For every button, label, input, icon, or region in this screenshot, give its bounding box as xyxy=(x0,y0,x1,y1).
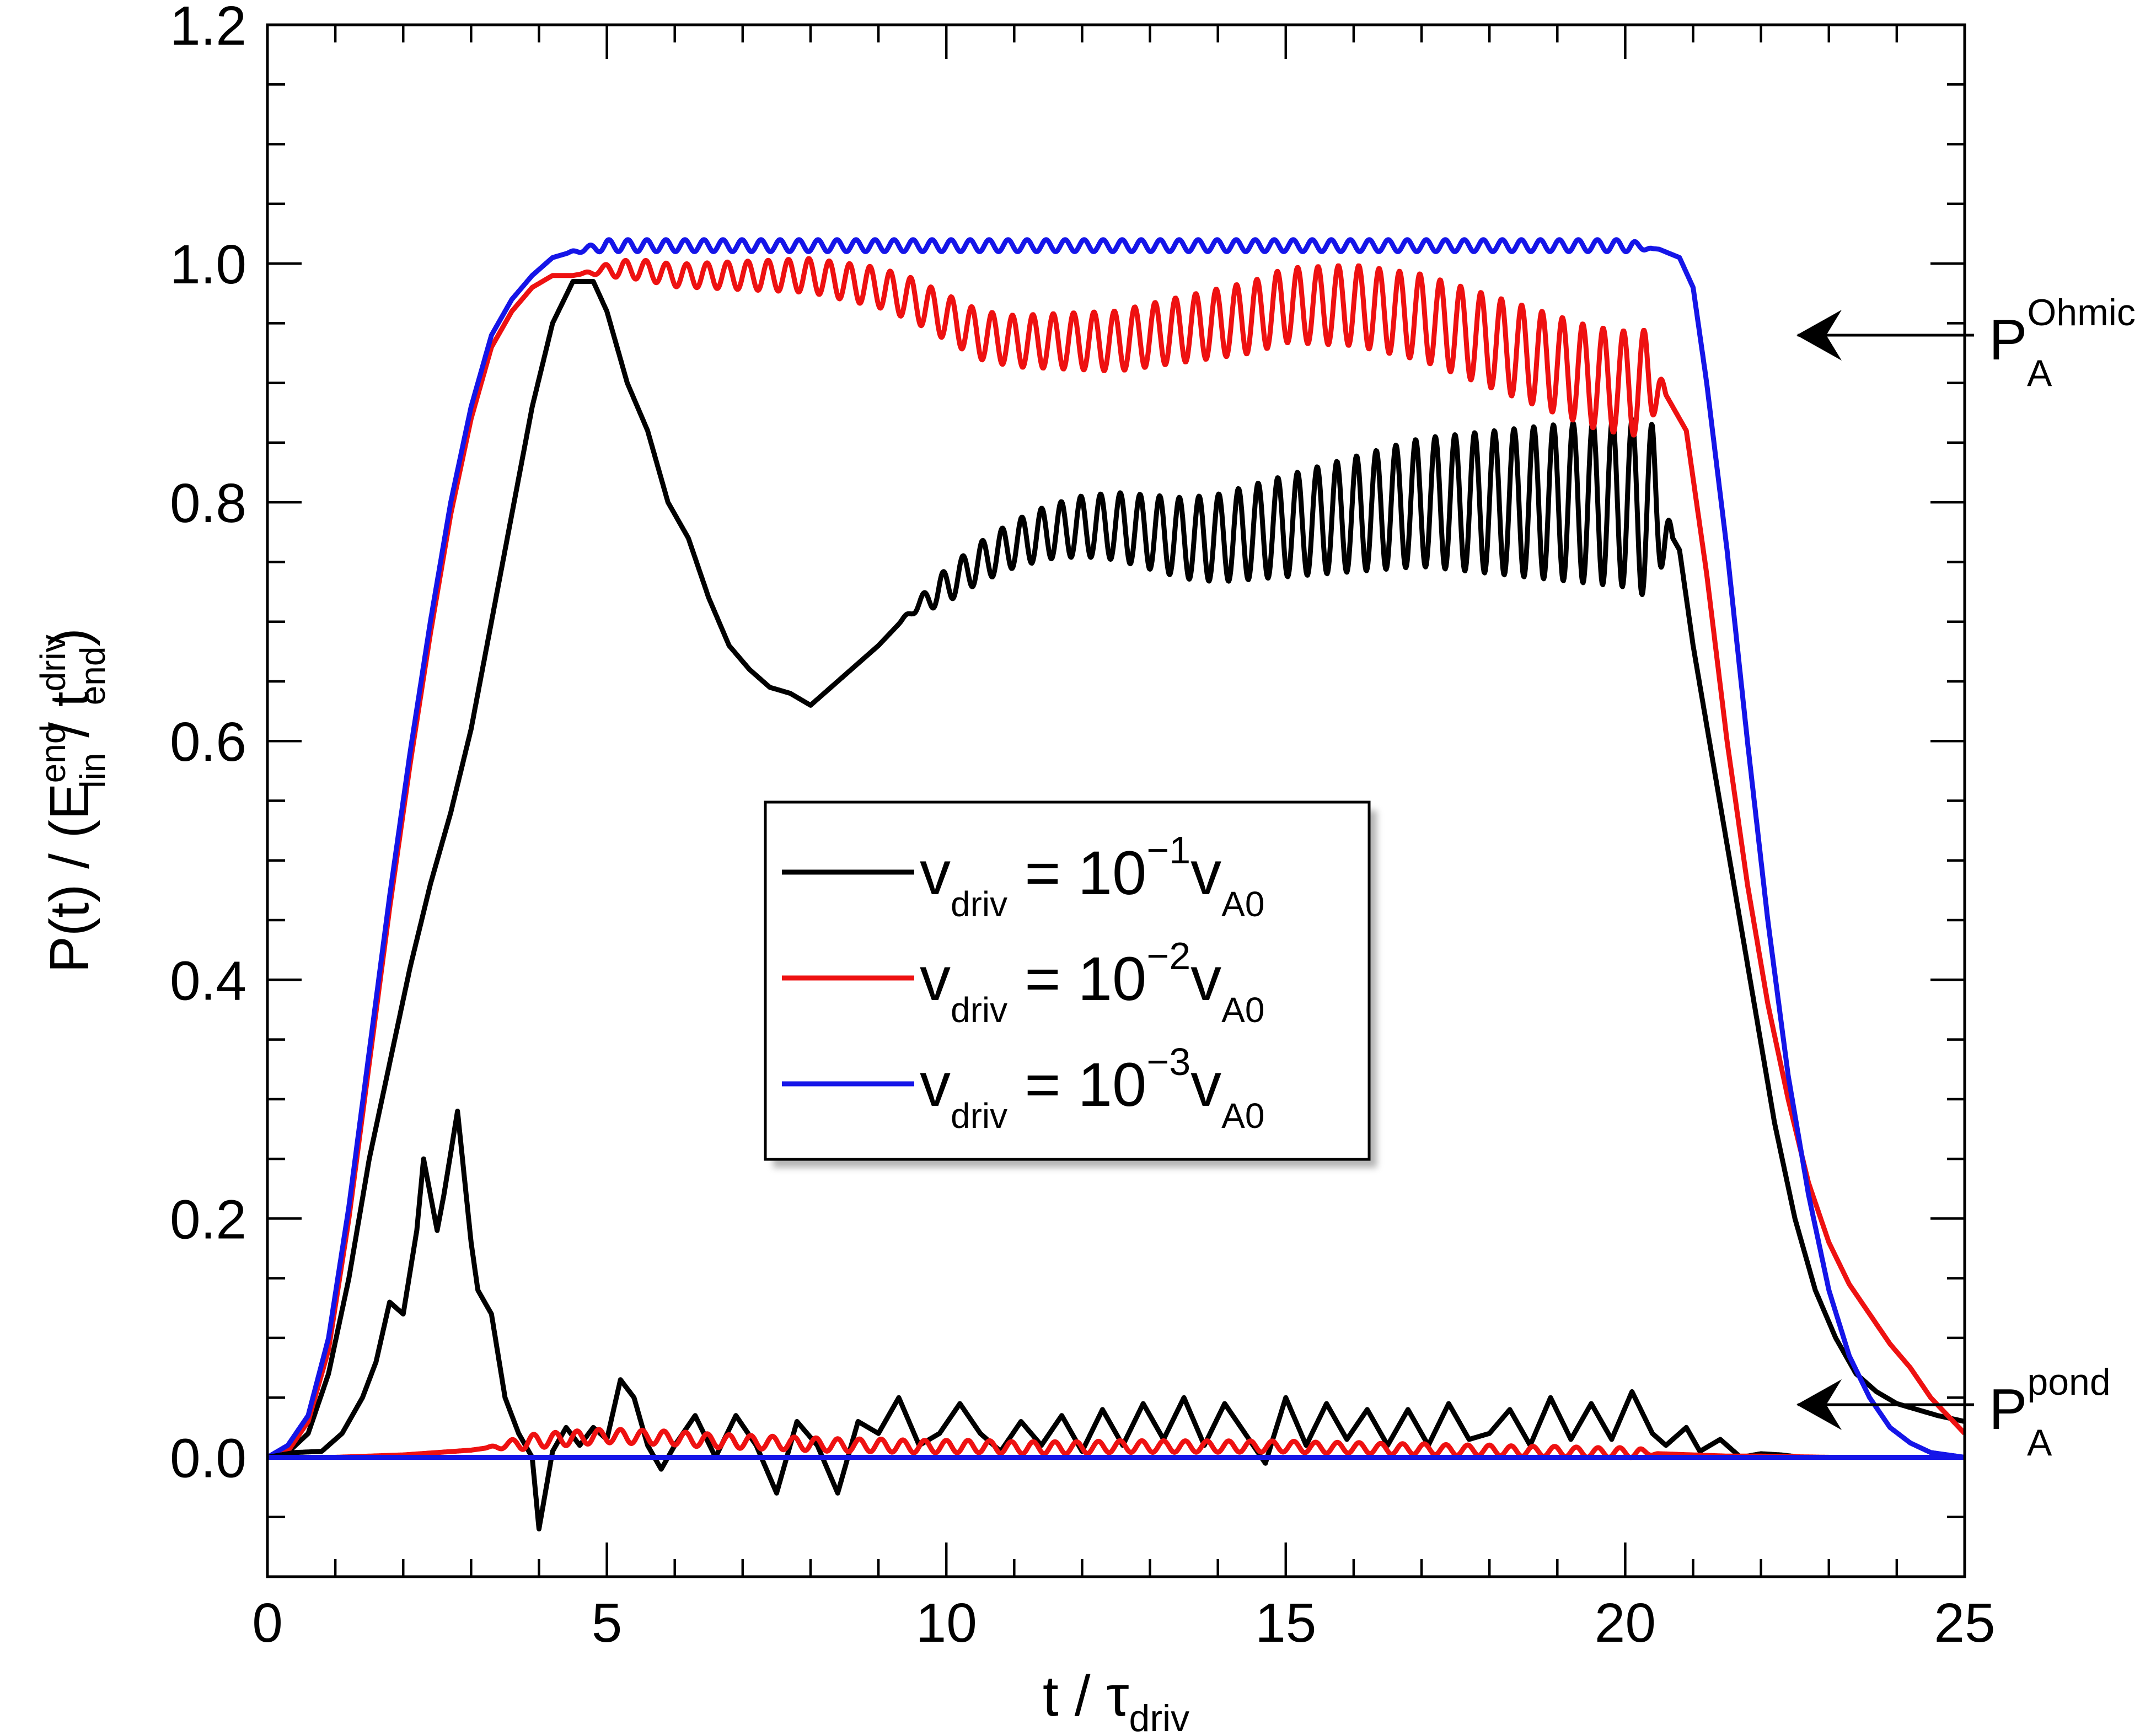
legend-label-part: −3 xyxy=(1146,1040,1190,1083)
plot-frame xyxy=(266,23,1966,1578)
y-label-p1-sup: end xyxy=(33,724,73,783)
annotation-pond: Ppond A xyxy=(1796,1361,2111,1464)
y-tick-label: 0.4 xyxy=(170,950,246,1012)
legend-label-part: v xyxy=(1190,839,1221,907)
legend-label-part: driv xyxy=(951,990,1007,1030)
x-tick-label: 20 xyxy=(1595,1592,1656,1654)
annotation-ohmic-text: P xyxy=(1989,308,2027,372)
legend-label-part: = 10 xyxy=(1007,944,1146,1013)
legend-label: vdriv = 10−1vA0 xyxy=(920,829,1264,924)
x-tick-label: 25 xyxy=(1934,1592,1995,1654)
annotation-pond-sup: pond xyxy=(2027,1361,2110,1403)
annotation-pond-sub: A xyxy=(2027,1422,2052,1464)
legend-label-part: A0 xyxy=(1221,1096,1264,1136)
legend-label-part: driv xyxy=(951,1096,1007,1136)
x-tick-label: 0 xyxy=(252,1592,283,1654)
annotation-pond-arrow-head xyxy=(1796,1379,1842,1430)
y-tick-label: 1.2 xyxy=(170,0,246,57)
y-label-p2-sup: driv xyxy=(33,635,73,691)
annotation-ohmic-label: POhmic A xyxy=(1989,292,2136,394)
y-tick-label: 1.0 xyxy=(170,234,246,295)
y-axis-label: P(t) / (Eendlin / tdrivend) xyxy=(33,628,112,973)
x-axis-label-sub: driv xyxy=(1129,1697,1190,1736)
y-label-p1: P(t) / (E xyxy=(39,783,100,972)
legend-label: vdriv = 10−3vA0 xyxy=(920,1040,1264,1136)
annotation-ohmic-sup: Ohmic xyxy=(2027,292,2135,334)
x-tick-labels: 0 5 10 15 20 25 xyxy=(252,1592,1995,1654)
y-tick-labels: 0.0 0.2 0.4 0.6 0.8 1.0 1.2 xyxy=(170,0,246,1489)
series-line-1 xyxy=(267,256,1965,1460)
legend-label-part: v xyxy=(920,839,951,907)
legend-label-part: v xyxy=(920,944,951,1013)
annotation-ohmic-arrow-head xyxy=(1796,310,1842,361)
legend-label-part: A0 xyxy=(1221,884,1264,924)
y-label-p1-sub: lin xyxy=(73,753,112,788)
legend-box xyxy=(764,800,1371,1161)
legend-label: vdriv = 10−2vA0 xyxy=(920,934,1264,1030)
series-line-4 xyxy=(267,1427,1965,1460)
legend-label-part: v xyxy=(1190,944,1221,1013)
x-tick-label: 10 xyxy=(916,1592,977,1654)
y-tick-label: 0.8 xyxy=(170,472,246,534)
legend-label-part: −1 xyxy=(1146,829,1190,872)
y-tick-label: 0.2 xyxy=(170,1189,246,1250)
series-line-3 xyxy=(267,1109,1965,1531)
legend-label-part: v xyxy=(920,1050,951,1119)
annotation-pond-text: P xyxy=(1989,1378,2027,1442)
y-label-p2-sub: end xyxy=(73,647,112,706)
legend-label-part: = 10 xyxy=(1007,1050,1146,1119)
series-line-0 xyxy=(267,279,1965,1460)
x-tick-label: 15 xyxy=(1255,1592,1316,1654)
data-series xyxy=(267,237,1965,1531)
annotation-pond-label: Ppond A xyxy=(1989,1361,2111,1464)
y-label-p2: / t xyxy=(39,691,100,753)
legend-label-part: v xyxy=(1190,1050,1221,1119)
x-tick-label: 5 xyxy=(592,1592,623,1654)
legend-label-part: = 10 xyxy=(1007,839,1146,907)
y-label-p3: ) xyxy=(39,628,100,646)
series-line-2 xyxy=(267,237,1965,1460)
x-axis-label: t / τdriv xyxy=(1043,1664,1189,1736)
legend-label-part: A0 xyxy=(1221,990,1264,1030)
axis-ticks xyxy=(266,23,1966,1578)
legend-label-part: −2 xyxy=(1146,934,1190,977)
annotation-ohmic: POhmic A xyxy=(1796,292,2136,394)
annotation-ohmic-sub: A xyxy=(2027,352,2052,394)
y-tick-label: 0.0 xyxy=(170,1427,246,1489)
x-axis-label-main: t / τ xyxy=(1043,1664,1129,1728)
y-tick-label: 0.6 xyxy=(170,711,246,773)
legend-label-part: driv xyxy=(951,884,1007,924)
